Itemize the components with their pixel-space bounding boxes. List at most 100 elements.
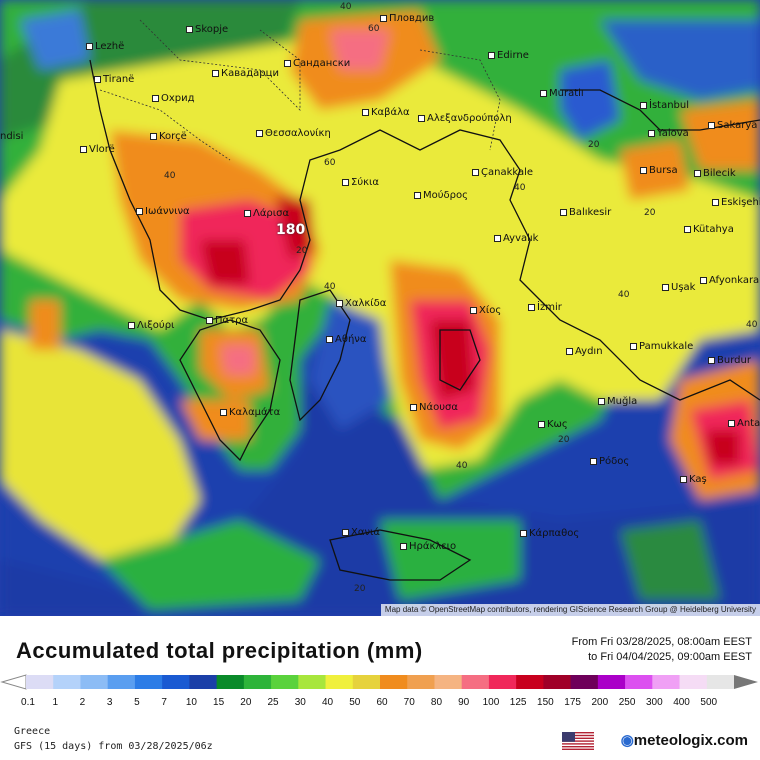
city-label: Пловдив — [389, 13, 435, 24]
scale-tick-label: 125 — [509, 697, 527, 708]
city-marker-icon — [470, 306, 477, 314]
city-label: Λιξούρι — [137, 320, 175, 331]
city-marker-icon — [244, 209, 251, 217]
scale-tick-label: 60 — [376, 697, 388, 708]
scale-swatch — [679, 675, 708, 689]
city-marker-icon — [342, 528, 349, 536]
contour-label: 20 — [588, 140, 600, 150]
scale-tick-label: 250 — [618, 697, 636, 708]
scale-swatch — [352, 675, 381, 689]
scale-arrow-right — [734, 675, 758, 689]
city-marker-icon — [150, 132, 157, 140]
city-label: Muğla — [607, 396, 638, 407]
scale-swatch — [26, 675, 54, 689]
scale-tick-label: 2 — [79, 697, 86, 708]
precipitation-map: 180 Lezhë Skopje Пловдив Tiranë Кавадарц… — [0, 0, 760, 616]
city-marker-icon — [94, 75, 101, 83]
city-label: İzmir — [537, 302, 562, 313]
contour-label: 40 — [340, 2, 352, 12]
city-label: Αλεξανδρούπολη — [427, 113, 512, 124]
city-marker-icon — [712, 198, 719, 206]
contour-label: 40 — [514, 183, 526, 193]
city-marker-icon — [662, 283, 669, 291]
city-label: Vlorë — [89, 144, 115, 155]
city-label: İstanbul — [649, 100, 690, 111]
brand-logo[interactable]: ◉meteologix.com — [620, 732, 748, 749]
scale-tick-label: 1 — [52, 697, 58, 708]
city-label: Korçë — [159, 131, 187, 142]
city-marker-icon — [256, 129, 263, 137]
scale-swatch — [434, 675, 463, 689]
contour-label: 20 — [558, 435, 570, 445]
city-label: Θεσσαλονίκη — [265, 128, 331, 139]
city-label: Skopje — [195, 24, 229, 35]
scale-swatch — [488, 675, 517, 689]
borders — [99, 19, 501, 161]
scale-swatch — [380, 675, 408, 689]
city-label: Сандански — [293, 58, 351, 69]
scale-swatch — [162, 675, 190, 689]
city-label: Κάρπαθος — [529, 528, 580, 539]
scale-swatch — [543, 675, 572, 689]
contour-label: 60 — [324, 158, 336, 168]
city-marker-icon — [598, 397, 605, 405]
scale-swatch — [80, 675, 109, 689]
city-label: Afyonkarahisar — [709, 275, 760, 286]
city-marker-icon — [538, 420, 545, 428]
scale-swatch — [461, 675, 490, 689]
city-label: Σύκια — [351, 177, 379, 188]
city-label: Kütahya — [693, 224, 734, 235]
city-marker-icon — [540, 89, 547, 97]
city-marker-icon — [128, 321, 135, 329]
city-label: Κως — [547, 419, 568, 430]
city-label: Edirne — [497, 50, 529, 61]
city-label: Bursa — [649, 165, 678, 176]
city-marker-icon — [472, 168, 479, 176]
globe-icon: ◉ — [620, 732, 634, 749]
scale-tick-label: 90 — [458, 697, 470, 708]
city-marker-icon — [186, 25, 193, 33]
city-marker-icon — [708, 356, 715, 364]
scale-swatch — [53, 675, 81, 689]
scale-swatch — [652, 675, 681, 689]
city-label: Πάτρα — [215, 315, 249, 326]
scale-tick-label: 20 — [240, 697, 252, 708]
scale-tick-label: 70 — [403, 697, 415, 708]
city-marker-icon — [560, 208, 567, 216]
city-marker-icon — [684, 225, 691, 233]
scale-swatch — [134, 675, 163, 689]
city-marker-icon — [640, 101, 647, 109]
city-marker-icon — [284, 59, 291, 67]
scale-arrow-left — [0, 674, 27, 690]
scale-tick-label: 500 — [700, 697, 718, 708]
city-marker-icon — [520, 529, 527, 537]
model-label: GFS (15 days) from 03/28/2025/06z — [14, 741, 213, 752]
scale-tick-label: 400 — [673, 697, 690, 708]
map-title: Accumulated total precipitation (mm) — [16, 638, 423, 663]
scale-swatch — [325, 675, 354, 689]
scale-swatch — [271, 675, 299, 689]
region-label: Greece — [14, 726, 51, 737]
city-marker-icon — [362, 108, 369, 116]
city-label: Pamukkale — [639, 341, 694, 352]
scale-tick-label: 10 — [185, 697, 197, 708]
city-marker-icon — [418, 114, 425, 122]
city-marker-icon — [410, 403, 417, 411]
city-marker-icon — [86, 42, 93, 50]
city-marker-icon — [336, 299, 343, 307]
city-marker-icon — [640, 166, 647, 174]
city-marker-icon — [488, 51, 495, 59]
city-marker-icon — [152, 94, 159, 102]
city-label: Χανιά — [351, 527, 381, 538]
city-marker-icon — [212, 69, 219, 77]
contour-label: 20 — [296, 246, 308, 256]
scale-tick-label: 200 — [591, 697, 609, 708]
city-marker-icon — [630, 342, 637, 350]
city-label: Muratlı — [549, 88, 584, 99]
scale-tick-label: 300 — [645, 697, 663, 708]
city-marker-icon — [590, 457, 597, 465]
contour-label: 40 — [324, 282, 336, 292]
us-flag-icon[interactable] — [562, 732, 594, 750]
city-marker-icon — [206, 316, 213, 324]
city-label: Eskişehir — [721, 197, 760, 208]
